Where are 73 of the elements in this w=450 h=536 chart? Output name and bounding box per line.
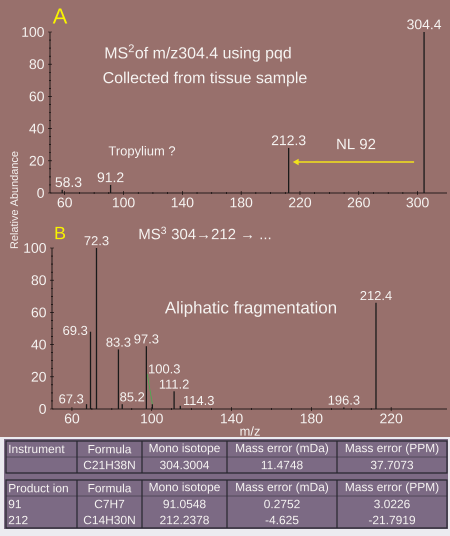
annotation: 72.3: [84, 236, 109, 246]
text: MS$^{3}$ 304→212 → ...: [140, 226, 270, 240]
y-tick-label: 0: [39, 404, 46, 414]
category-label: Mono isotope: [150, 482, 220, 494]
category-label: Formula: [88, 484, 132, 492]
annotation: 304.4: [407, 19, 442, 30]
x-tick-label: 180: [300, 414, 322, 424]
y-tick-label: 100: [24, 243, 46, 253]
category-label: Instrument: [9, 444, 65, 454]
annotation: 212.3: [272, 135, 306, 146]
y-tick-label: 100: [22, 27, 44, 37]
x-tick-label: 140: [220, 414, 243, 424]
text: 212.2378: [160, 516, 209, 524]
y-tick-label: 80: [32, 275, 46, 286]
x-tick-label: 300: [406, 198, 429, 208]
annotation: 85.2: [120, 392, 144, 402]
y-tick-label: 80: [30, 59, 44, 70]
annotation: MS$^{2}$of m/z304.4 using pqd: [106, 44, 291, 62]
x-tick-label: 60: [64, 414, 80, 424]
annotation: 196.3: [328, 396, 360, 405]
y-tick-label: 60: [30, 91, 44, 102]
x-tick-label: 220: [289, 198, 312, 208]
text: 0.2752: [264, 500, 300, 508]
annotation: NL 92: [337, 138, 376, 150]
text: C21H38N: [84, 460, 135, 470]
text: -21.7919: [368, 516, 416, 524]
x-tick-label: 60: [58, 198, 72, 208]
annotation: 100.3: [149, 364, 180, 374]
text: 3.0226: [374, 500, 410, 508]
text: C7H7: [94, 500, 124, 508]
text: 91.0548: [163, 500, 206, 508]
annotation: 212.4: [360, 291, 392, 300]
text: 37.7073: [370, 460, 414, 470]
annotation: Aliphatic fragmentation: [164, 301, 336, 317]
category-label: Mass error (PPM): [346, 443, 438, 455]
x-tick-label: 220: [380, 414, 402, 424]
x-tick-label: 100: [112, 198, 135, 208]
category-label: Product ion: [9, 484, 68, 492]
category-label: Mass error (PPM): [346, 482, 438, 494]
annotation: 111.2: [160, 380, 189, 389]
y-tick-label: 60: [32, 307, 46, 318]
annotation: 67.3: [59, 394, 84, 404]
category-label: Mass error (mDa): [236, 443, 328, 455]
annotation: Tropylium ?: [108, 146, 176, 158]
annotation: 91.2: [98, 172, 124, 182]
annotation: 97.3: [134, 334, 158, 344]
y-tick-label: 20: [30, 156, 44, 166]
category-label: Mass error (mDa): [236, 482, 328, 494]
text: 11.4748: [262, 460, 303, 470]
text: 212: [8, 516, 28, 524]
x-tick-label: 100: [141, 414, 163, 424]
category-label: Formula: [88, 444, 132, 454]
text: -4.625: [266, 516, 298, 524]
annotation: 58.3: [55, 177, 82, 188]
annotation: Collected from tissue sample: [103, 72, 307, 86]
annotation: 114.3: [184, 396, 214, 406]
annotation: 83.3: [106, 338, 130, 347]
x-tick-label: 260: [348, 198, 370, 208]
y-tick-label: 0: [37, 188, 44, 198]
text: C14H30N: [84, 516, 135, 524]
chart-title: B: [55, 226, 66, 240]
chart-title: A: [52, 8, 68, 24]
x-tick-label: 180: [230, 198, 252, 208]
y-tick-label: 20: [32, 372, 46, 382]
annotation: 69.3: [63, 326, 88, 336]
x-tick-label: 140: [172, 198, 194, 208]
text: 91: [8, 500, 21, 508]
x-axis-title: m/z: [240, 426, 260, 436]
y-axis-title: Relative Abundance: [10, 151, 18, 248]
y-tick-label: 40: [29, 124, 44, 134]
y-tick-label: 40: [31, 340, 46, 350]
category-label: Mono isotope: [150, 443, 220, 455]
text: 304.3004: [160, 460, 210, 470]
